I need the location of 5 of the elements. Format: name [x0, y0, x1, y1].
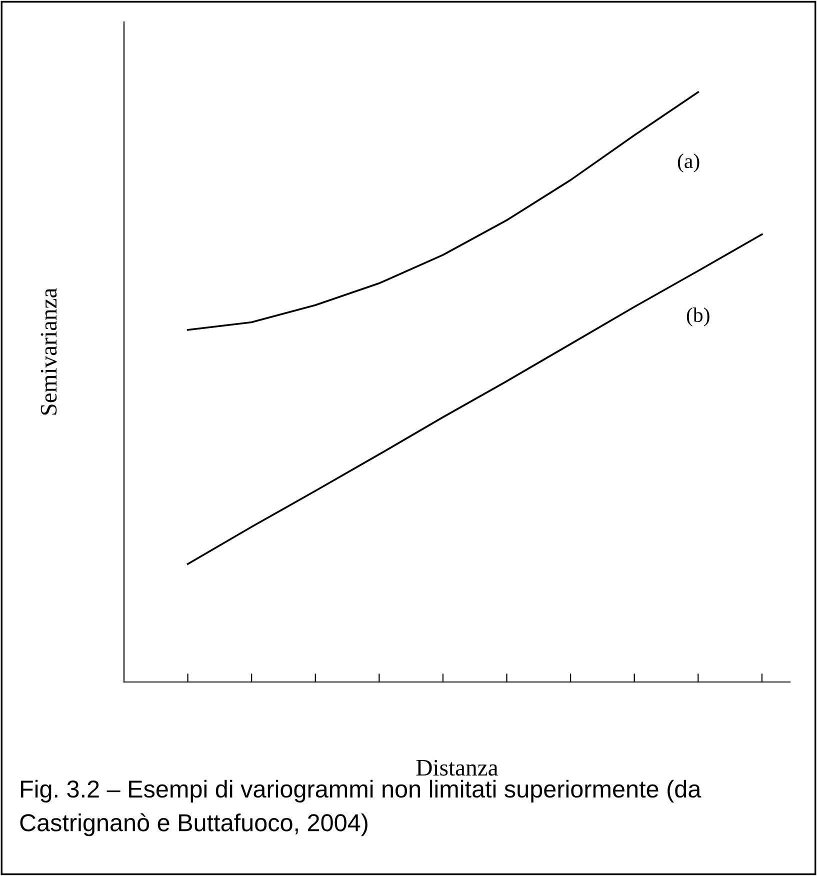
series-label: (a) [678, 154, 700, 172]
y-axis-title: Semivarianza [40, 288, 57, 415]
x-axis-title: Distanza [416, 760, 498, 776]
caption: Fig. 3.2 – Esempi di variogrammi non limitati superiormente (da Castrignanò e Buttafuoco, 2004) [20, 780, 702, 836]
series-label: (b) [686, 307, 710, 326]
